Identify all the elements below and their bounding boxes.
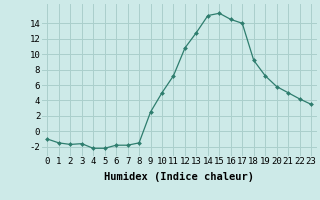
X-axis label: Humidex (Indice chaleur): Humidex (Indice chaleur) bbox=[104, 172, 254, 182]
